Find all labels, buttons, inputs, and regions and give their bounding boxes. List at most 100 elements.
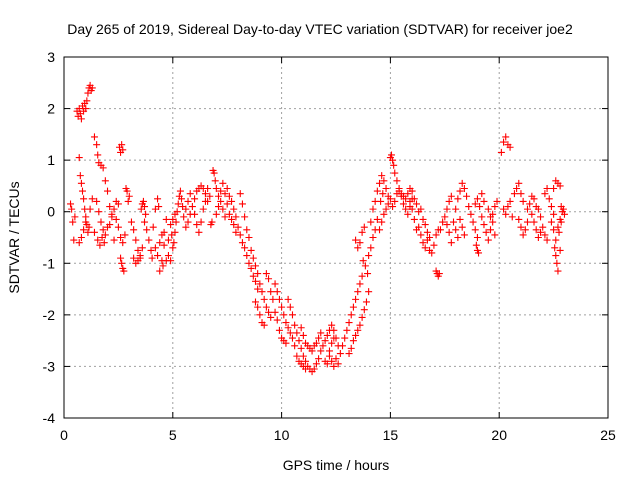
data-point — [371, 226, 379, 234]
data-point — [321, 337, 329, 345]
data-point — [286, 329, 294, 337]
data-point — [497, 148, 505, 156]
data-point — [328, 321, 336, 329]
data-point — [419, 215, 427, 223]
data-point — [154, 252, 162, 260]
data-point — [547, 218, 555, 226]
data-point — [339, 342, 347, 350]
data-point — [380, 210, 388, 218]
data-point — [100, 239, 108, 247]
data-point — [352, 331, 360, 339]
data-point — [489, 210, 497, 218]
data-point — [299, 352, 307, 360]
data-point — [452, 205, 460, 213]
data-point — [123, 187, 131, 195]
data-point — [406, 197, 414, 205]
y-tick-label: -2 — [43, 307, 56, 323]
data-point — [297, 344, 305, 352]
data-point — [249, 254, 257, 262]
data-point — [354, 288, 362, 296]
data-point — [132, 236, 140, 244]
data-point — [308, 347, 316, 355]
data-point — [315, 334, 323, 342]
data-point — [221, 190, 229, 198]
data-point — [312, 339, 320, 347]
data-point — [395, 187, 403, 195]
data-point — [458, 179, 466, 187]
data-point — [352, 236, 360, 244]
data-point — [223, 185, 231, 193]
data-point — [282, 319, 290, 327]
data-point — [78, 187, 86, 195]
data-point — [410, 215, 418, 223]
data-point — [539, 223, 547, 231]
data-point — [225, 192, 233, 200]
data-point — [136, 252, 144, 260]
data-point — [110, 205, 118, 213]
data-point — [170, 239, 178, 247]
data-point — [330, 326, 338, 334]
data-point — [254, 303, 262, 311]
data-point — [404, 190, 412, 198]
data-point — [143, 226, 151, 234]
data-point — [70, 236, 78, 244]
data-point — [519, 231, 527, 239]
data-point — [141, 203, 149, 211]
data-point — [169, 215, 177, 223]
data-point — [145, 236, 153, 244]
data-point — [460, 231, 468, 239]
data-point — [423, 228, 431, 236]
data-point — [480, 221, 488, 229]
data-point — [284, 324, 292, 332]
data-point — [323, 360, 331, 368]
data-point — [552, 252, 560, 260]
data-point — [486, 226, 494, 234]
data-point — [211, 177, 219, 185]
data-point — [347, 311, 355, 319]
data-point — [219, 179, 227, 187]
data-point — [473, 234, 481, 241]
data-point — [555, 228, 563, 236]
data-point — [541, 190, 549, 198]
data-point — [106, 203, 114, 211]
data-point — [271, 280, 279, 288]
data-point — [293, 329, 301, 337]
data-point — [523, 205, 531, 213]
data-point — [169, 244, 177, 252]
data-point — [249, 272, 257, 280]
data-point — [317, 329, 325, 337]
data-point — [234, 223, 242, 231]
data-point — [559, 205, 567, 213]
data-point — [325, 347, 333, 355]
data-point — [330, 334, 338, 342]
data-point — [341, 334, 349, 342]
data-point — [365, 288, 373, 296]
data-point — [465, 203, 473, 211]
data-point — [391, 197, 399, 205]
data-point — [417, 231, 425, 239]
data-point — [537, 213, 545, 221]
data-point — [160, 241, 168, 249]
data-point — [206, 192, 214, 200]
data-point — [254, 270, 262, 278]
data-point — [475, 249, 483, 257]
data-point — [68, 205, 76, 213]
data-point — [502, 133, 510, 141]
data-point — [551, 244, 559, 252]
data-point — [378, 172, 386, 180]
data-point — [328, 357, 336, 365]
y-tick-label: -4 — [43, 410, 56, 426]
data-point — [149, 223, 157, 231]
data-point — [241, 244, 249, 252]
data-point — [168, 231, 176, 239]
data-point — [167, 257, 175, 265]
data-point — [480, 197, 488, 205]
data-point — [491, 203, 499, 211]
data-point — [315, 355, 323, 363]
data-point — [184, 218, 192, 226]
data-point — [101, 177, 109, 185]
data-point — [141, 218, 149, 226]
data-point — [530, 218, 538, 226]
data-point — [500, 138, 508, 146]
data-point — [361, 262, 369, 270]
